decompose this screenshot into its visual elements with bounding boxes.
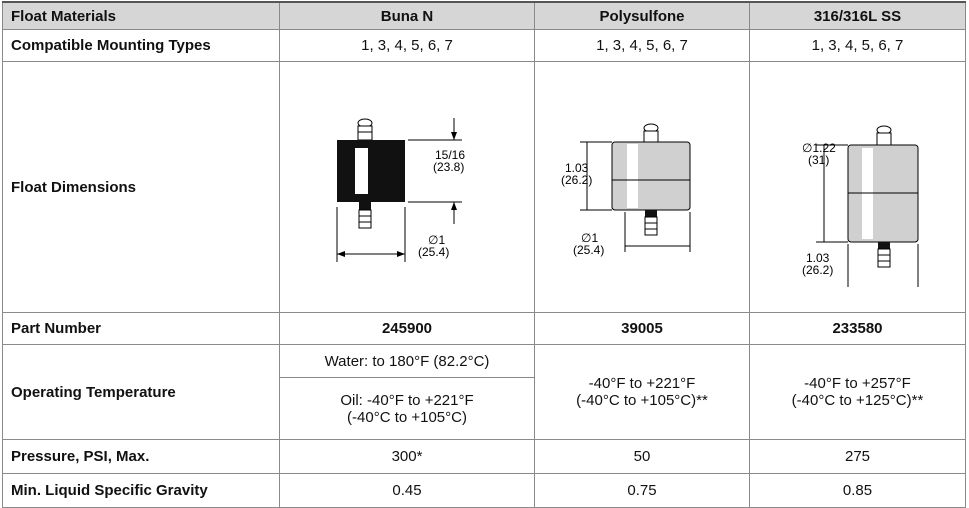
dimension-label: ∅1.22 [802,141,836,155]
cell: 245900 [279,312,535,345]
row-label: Part Number [2,312,280,345]
row-label: Compatible Mounting Types [2,29,280,62]
dimension-label: 1.03 [565,161,589,175]
row: Operating Temperature Water: to 180°F (8… [2,344,966,440]
cell: ∅1.22 (31) 1.03 (26.2) [749,61,966,313]
dimension-label: (25.4) [418,245,449,259]
cell: 0.75 [534,473,750,508]
row: Compatible Mounting Types 1, 3, 4, 5, 6,… [2,29,966,62]
cell: 1, 3, 4, 5, 6, 7 [279,29,535,62]
line: (-40°C to +105°C)** [576,392,708,409]
cell: 50 [534,439,750,474]
header-cell: Polysulfone [534,1,750,30]
cell: Oil: -40°F to +221°F (-40°C to +105°C) [279,377,535,440]
line: -40°F to +257°F [804,375,911,392]
row: Float Dimensions 15/16 (23.8) ∅1 (25.4) [2,61,966,313]
cell: Water: to 180°F (82.2°C) [279,344,535,378]
header-cell: Buna N [279,1,535,30]
header-cell: 316/316L SS [749,1,966,30]
line: -40°F to +221°F [588,375,696,392]
row: Oil: -40°F to +221°F (-40°C to +105°C) [3,377,966,440]
cell: 0.45 [279,473,535,508]
row-label: Operating Temperature [2,344,280,440]
cell: 15/16 (23.8) ∅1 (25.4) [279,61,535,313]
cell: 233580 [749,312,966,345]
cell: 1.03 (26.2) ∅1 (25.4) [534,61,750,313]
cell: 300* [279,439,535,474]
dimension-label: (26.2) [561,173,592,187]
float-drawing: ∅1.22 (31) 1.03 (26.2) [802,125,919,287]
dimension-label: ∅1 [581,231,598,245]
dimension-label: (31) [808,153,829,167]
header-row: Float Materials Buna N Polysulfone 316/3… [2,1,966,30]
line: Oil: -40°F to +221°F [340,391,474,409]
dimension-label: 15/16 [435,148,465,162]
cell: 275 [749,439,966,474]
dimension-label: (26.2) [802,263,833,277]
line: (-40°C to +125°C)** [791,392,924,409]
row: Min. Liquid Specific Gravity 0.45 0.75 0… [2,473,966,508]
cell: -40°F to +257°F (-40°C to +125°C)** [749,344,966,440]
row: Part Number 245900 39005 233580 [2,312,966,345]
dimension-label: 1.03 [806,251,830,265]
float-drawing: 15/16 (23.8) ∅1 (25.4) [336,118,465,262]
cell: -40°F to +221°F (-40°C to +105°C)** [534,344,750,440]
dimension-label: (23.8) [433,160,464,174]
row-label: Pressure, PSI, Max. [2,439,280,474]
float-drawing: 1.03 (26.2) ∅1 (25.4) [561,123,691,257]
row-label: Float Dimensions [2,61,280,313]
dimension-label: (25.4) [573,243,604,257]
line: (-40°C to +105°C) [347,408,467,426]
cell: 1, 3, 4, 5, 6, 7 [534,29,750,62]
cell: 1, 3, 4, 5, 6, 7 [749,29,966,62]
dimension-label: ∅1 [428,233,445,247]
header-cell: Float Materials [2,1,280,30]
cell: 0.85 [749,473,966,508]
cell: 39005 [534,312,750,345]
row-label: Min. Liquid Specific Gravity [2,473,280,508]
row: Pressure, PSI, Max. 300* 50 275 [2,439,966,474]
